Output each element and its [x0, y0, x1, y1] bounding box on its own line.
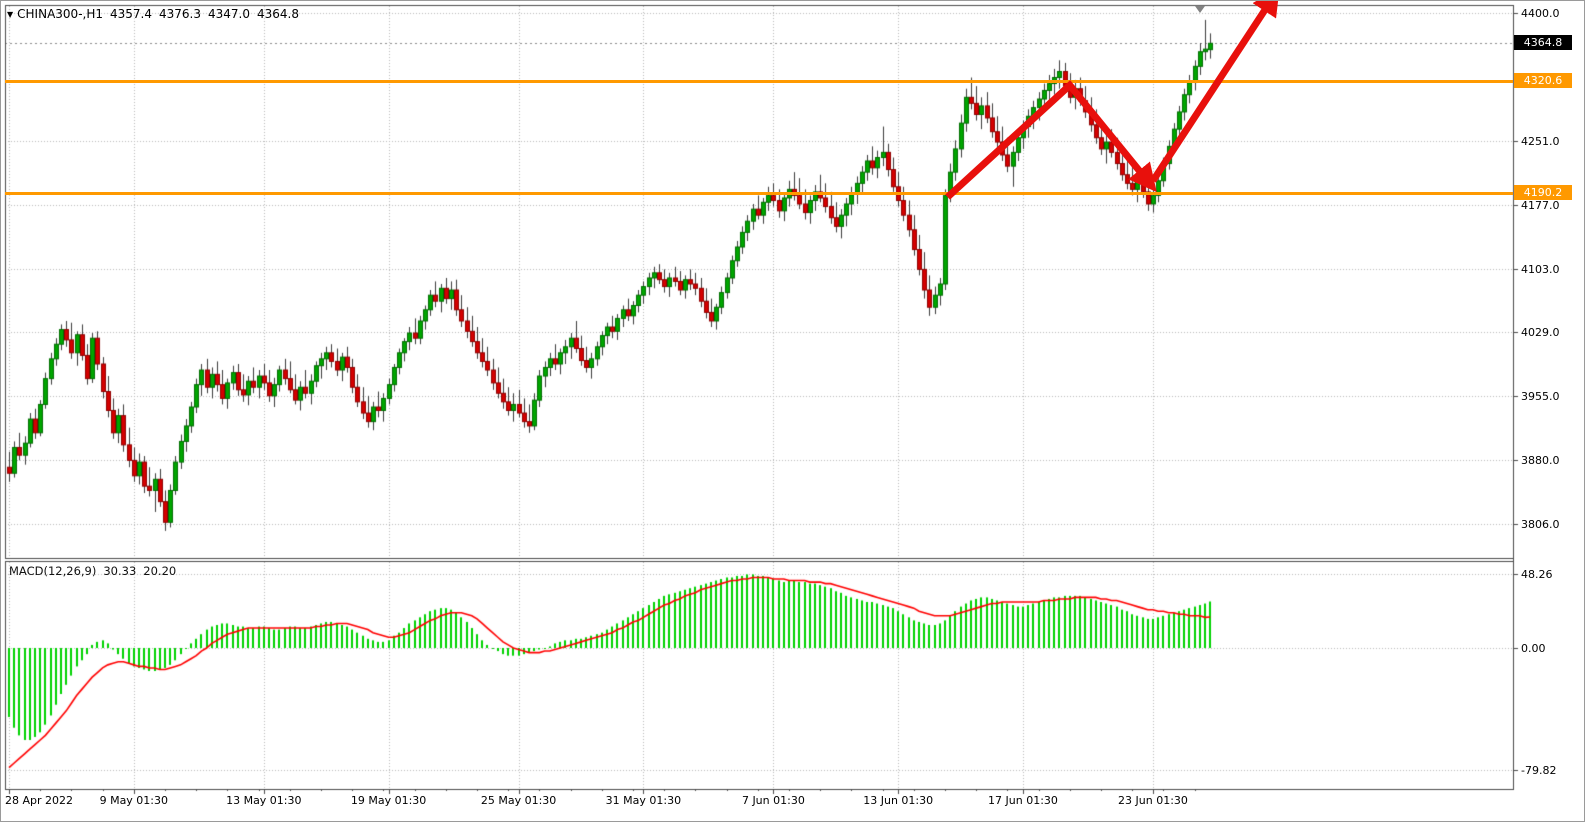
- current-price-badge: 4364.8: [1514, 35, 1572, 51]
- macd-axis-label: 48.26: [1521, 568, 1553, 582]
- price-axis-label: 3955.0: [1521, 389, 1560, 403]
- time-axis-label: 23 Jun 01:30: [1118, 794, 1188, 807]
- low-value: 4347.0: [208, 7, 250, 21]
- time-axis-label: 7 Jun 01:30: [741, 794, 805, 807]
- macd-axis-label: 0.00: [1521, 642, 1546, 655]
- close-value: 4364.8: [257, 7, 299, 21]
- price-axis-label: 4029.0: [1521, 326, 1560, 340]
- horizontal-line[interactable]: [5, 191, 1513, 195]
- hline-price-badge: 4190.2: [1514, 185, 1572, 201]
- time-axis-label: 9 May 01:30: [99, 794, 169, 807]
- macd-name: MACD(12,26,9): [9, 564, 97, 578]
- price-axis-label: 4177.0: [1521, 198, 1560, 212]
- macd-signal-value: 20.20: [143, 564, 177, 578]
- price-axis-label: 4251.0: [1521, 135, 1560, 149]
- time-axis-label: 13 Jun 01:30: [863, 794, 934, 807]
- symbol-timeframe-label: CHINA300-,H1: [17, 7, 103, 21]
- macd-indicator-label: MACD(12,26,9) 30.33 20.20: [9, 564, 176, 578]
- time-axis-label: 25 May 01:30: [480, 794, 557, 807]
- macd-main-value: 30.33: [103, 564, 137, 578]
- price-axis-label: 4103.0: [1521, 262, 1560, 276]
- price-axis-label: 4400.0: [1521, 7, 1560, 20]
- time-axis-label: 19 May 01:30: [350, 794, 427, 807]
- high-value: 4376.3: [159, 7, 201, 21]
- time-axis-label: 13 May 01:30: [226, 794, 302, 807]
- hline-price-badge: 4320.6: [1514, 73, 1572, 89]
- open-value: 4357.4: [110, 7, 152, 21]
- time-axis-label: 17 Jun 01:30: [988, 794, 1058, 807]
- chart-shift-marker-icon: [1194, 6, 1205, 13]
- horizontal-line[interactable]: [5, 79, 1513, 83]
- time-axis-label: 28 Apr 2022: [5, 794, 74, 807]
- chart-ohlc-info: ▼ CHINA300-,H1 4357.4 4376.3 4347.0 4364.8: [7, 7, 299, 21]
- macd-axis-label: -79.82: [1521, 764, 1557, 778]
- one-click-trading-arrow-icon[interactable]: ▼: [7, 10, 14, 19]
- price-axis-label: 3880.0: [1521, 454, 1560, 468]
- time-axis-label: 31 May 01:30: [605, 794, 682, 807]
- price-axis-label: 3806.0: [1521, 518, 1560, 532]
